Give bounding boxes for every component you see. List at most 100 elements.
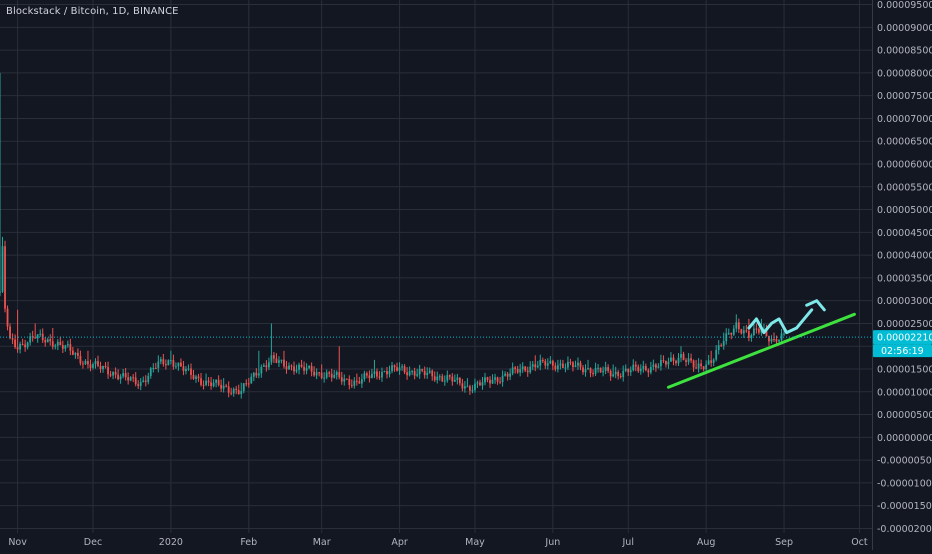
candle-body[interactable] [348, 378, 351, 385]
candle-body[interactable] [122, 373, 125, 377]
candle-body[interactable] [215, 379, 218, 383]
candle-body[interactable] [350, 384, 353, 386]
candle-body[interactable] [627, 368, 630, 373]
candle-body[interactable] [649, 367, 652, 373]
candle-body[interactable] [242, 383, 245, 392]
candle-body[interactable] [207, 380, 210, 383]
candle-body[interactable] [448, 375, 451, 377]
candle-body[interactable] [112, 372, 114, 376]
candle-body[interactable] [519, 369, 522, 373]
candle-body[interactable] [770, 338, 773, 342]
candle-body[interactable] [222, 385, 225, 389]
candle-body[interactable] [29, 336, 32, 343]
candle-body[interactable] [609, 371, 612, 377]
candle-body[interactable] [466, 386, 469, 388]
candle-body[interactable] [353, 380, 356, 386]
candle-body[interactable] [340, 377, 343, 382]
candle-body[interactable] [730, 333, 733, 335]
candle-body[interactable] [270, 355, 273, 363]
candle-body[interactable] [421, 368, 424, 371]
candle-body[interactable] [303, 366, 305, 371]
candle-body[interactable] [551, 360, 554, 366]
candle-body[interactable] [712, 359, 715, 363]
candle-body[interactable] [195, 376, 197, 379]
candle-body[interactable] [783, 333, 785, 335]
candle-body[interactable] [240, 391, 243, 395]
candle-body[interactable] [660, 360, 662, 367]
candle-body[interactable] [293, 366, 295, 372]
candle-body[interactable] [265, 365, 268, 368]
candle-body[interactable] [343, 378, 346, 382]
candle-body[interactable] [433, 376, 436, 381]
candle-body[interactable] [92, 364, 94, 368]
candle-body[interactable] [320, 372, 323, 379]
candle-body[interactable] [278, 360, 280, 363]
candle-body[interactable] [539, 359, 542, 366]
candle-body[interactable] [69, 344, 72, 351]
candle-body[interactable] [182, 366, 185, 372]
candle-body[interactable] [149, 368, 152, 376]
candle-body[interactable] [654, 364, 657, 368]
candle-body[interactable] [74, 352, 77, 355]
candle-body[interactable] [305, 367, 308, 371]
candle-body[interactable] [619, 376, 622, 378]
candle-body[interactable] [458, 377, 461, 384]
candle-body[interactable] [1, 246, 4, 292]
candle-body[interactable] [614, 371, 617, 375]
candle-body[interactable] [524, 366, 527, 371]
candle-body[interactable] [175, 366, 177, 368]
candle-body[interactable] [667, 361, 670, 365]
candle-body[interactable] [775, 339, 778, 342]
candle-body[interactable] [6, 308, 9, 327]
candle-body[interactable] [114, 372, 117, 375]
candle-body[interactable] [451, 376, 454, 382]
candle-body[interactable] [252, 372, 255, 377]
candle-body[interactable] [438, 376, 441, 378]
candle-body[interactable] [747, 331, 750, 338]
candle-body[interactable] [546, 363, 549, 366]
candle-body[interactable] [318, 372, 321, 374]
candle-body[interactable] [46, 339, 49, 343]
candle-body[interactable] [393, 365, 396, 368]
candle-body[interactable] [403, 366, 406, 373]
candle-body[interactable] [768, 336, 770, 342]
candle-body[interactable] [463, 386, 466, 389]
candle-body[interactable] [599, 367, 602, 373]
candle-body[interactable] [260, 366, 263, 374]
candle-body[interactable] [205, 380, 207, 385]
candle-body[interactable] [21, 344, 24, 346]
candle-body[interactable] [758, 329, 760, 333]
candle-body[interactable] [315, 372, 318, 376]
candle-body[interactable] [89, 364, 92, 368]
candle-body[interactable] [56, 341, 59, 346]
candle-body[interactable] [396, 367, 398, 371]
candle-body[interactable] [742, 330, 745, 334]
candle-body[interactable] [559, 363, 562, 366]
candle-body[interactable] [752, 328, 755, 336]
candle-body[interactable] [64, 345, 67, 349]
candle-body[interactable] [247, 383, 250, 385]
candle-body[interactable] [737, 322, 740, 330]
candle-body[interactable] [167, 360, 170, 366]
candle-body[interactable] [262, 365, 265, 367]
candle-body[interactable] [672, 357, 675, 361]
candle-body[interactable] [376, 371, 378, 377]
candle-body[interactable] [371, 373, 373, 379]
candle-body[interactable] [531, 364, 534, 367]
candle-body[interactable] [516, 368, 519, 373]
candle-body[interactable] [132, 377, 135, 379]
candle-body[interactable] [200, 378, 202, 385]
candle-body[interactable] [99, 365, 102, 370]
candle-body[interactable] [24, 344, 27, 348]
candle-body[interactable] [604, 367, 607, 371]
candle-body[interactable] [230, 392, 233, 394]
candle-body[interactable] [710, 360, 713, 363]
candle-body[interactable] [255, 372, 258, 376]
candle-body[interactable] [556, 365, 559, 370]
candle-body[interactable] [436, 376, 439, 381]
candle-body[interactable] [529, 366, 532, 373]
candle-body[interactable] [26, 342, 29, 348]
candle-body[interactable] [584, 369, 587, 373]
